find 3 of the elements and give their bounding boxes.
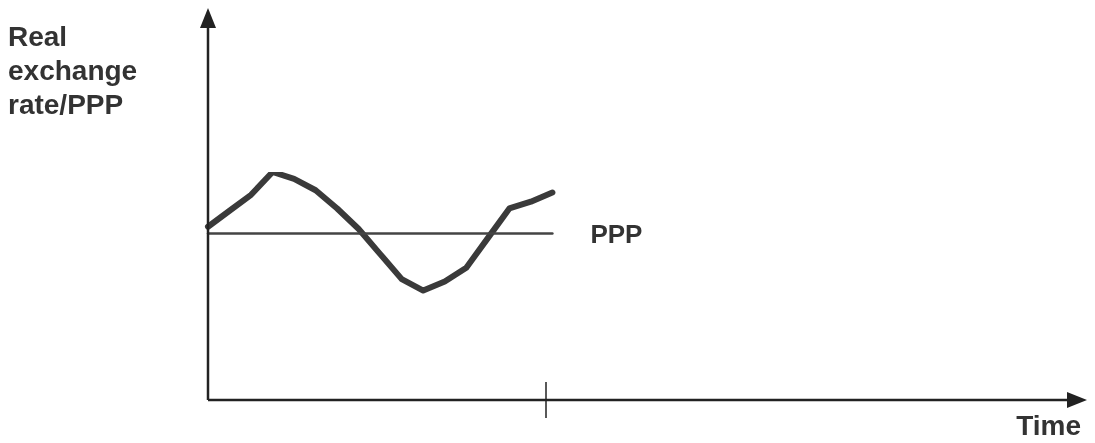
- y-axis-title: Real exchange rate/PPP: [8, 20, 139, 122]
- series-label: PPP: [590, 218, 643, 249]
- x-axis-title: Time: [1016, 410, 1081, 442]
